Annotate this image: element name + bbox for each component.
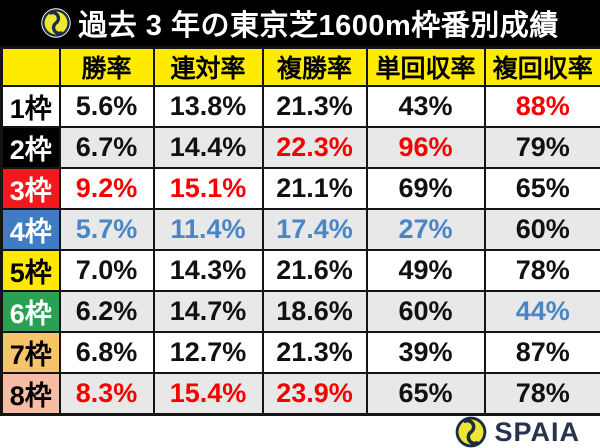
stat-cell: 15.1% [154,168,263,209]
column-header: 複勝率 [263,48,367,87]
stat-cell: 5.6% [60,86,154,127]
column-header: 連対率 [154,48,263,87]
stat-cell: 14.3% [154,250,263,291]
bracket-label: 5枠 [2,250,60,291]
stat-cell: 78% [485,250,600,291]
stat-cell: 79% [485,127,600,168]
stat-cell: 65% [485,168,600,209]
stat-cell: 5.7% [60,209,154,250]
column-header: 単回収率 [367,48,485,87]
stat-cell: 78% [485,373,600,415]
stat-cell: 21.1% [263,168,367,209]
bracket-label: 6枠 [2,291,60,332]
stat-cell: 11.4% [154,209,263,250]
stat-cell: 39% [367,332,485,373]
stat-cell: 27% [367,209,485,250]
spaia-wordmark: SPAIA [494,417,580,448]
stat-cell: 6.8% [60,332,154,373]
stat-cell: 22.3% [263,127,367,168]
stat-cell: 88% [485,86,600,127]
bracket-label: 8枠 [2,373,60,415]
infographic: 過去 3 年の東京芝1600m枠番別成績 勝率連対率複勝率単回収率複回収率 1枠… [0,0,600,434]
stat-cell: 87% [485,332,600,373]
stat-cell: 15.4% [154,373,263,415]
bracket-label: 3枠 [2,168,60,209]
stat-cell: 43% [367,86,485,127]
stat-cell: 23.9% [263,373,367,415]
stat-cell: 6.2% [60,291,154,332]
stat-cell: 18.6% [263,291,367,332]
stat-cell: 7.0% [60,250,154,291]
stat-cell: 14.4% [154,127,263,168]
stat-cell: 13.8% [154,86,263,127]
stat-cell: 17.4% [263,209,367,250]
table-header: 勝率連対率複勝率単回収率複回収率 [2,48,600,87]
header-row: 勝率連対率複勝率単回収率複回収率 [2,48,600,87]
stat-cell: 96% [367,127,485,168]
bracket-label: 4枠 [2,209,60,250]
footer: SPAIA [0,416,600,448]
stat-cell: 60% [485,209,600,250]
spaia-swirl-icon [455,416,487,448]
stat-cell: 21.3% [263,332,367,373]
column-header: 複回収率 [485,48,600,87]
bracket-label: 2枠 [2,127,60,168]
stat-cell: 49% [367,250,485,291]
stat-cell: 60% [367,291,485,332]
stat-cell: 8.3% [60,373,154,415]
stat-cell: 21.6% [263,250,367,291]
stat-cell: 44% [485,291,600,332]
spaia-swirl-icon [41,8,71,38]
page-title: 過去 3 年の東京芝1600m枠番別成績 [78,2,559,44]
stat-cell: 21.3% [263,86,367,127]
stat-cell: 9.2% [60,168,154,209]
bracket-label: 1枠 [2,86,60,127]
stat-cell: 69% [367,168,485,209]
stat-cell: 12.7% [154,332,263,373]
stat-cell: 6.7% [60,127,154,168]
corner-cell [2,48,60,87]
title-bar: 過去 3 年の東京芝1600m枠番別成績 [0,0,600,46]
stat-cell: 14.7% [154,291,263,332]
bracket-label: 7枠 [2,332,60,373]
stat-cell: 65% [367,373,485,415]
column-header: 勝率 [60,48,154,87]
